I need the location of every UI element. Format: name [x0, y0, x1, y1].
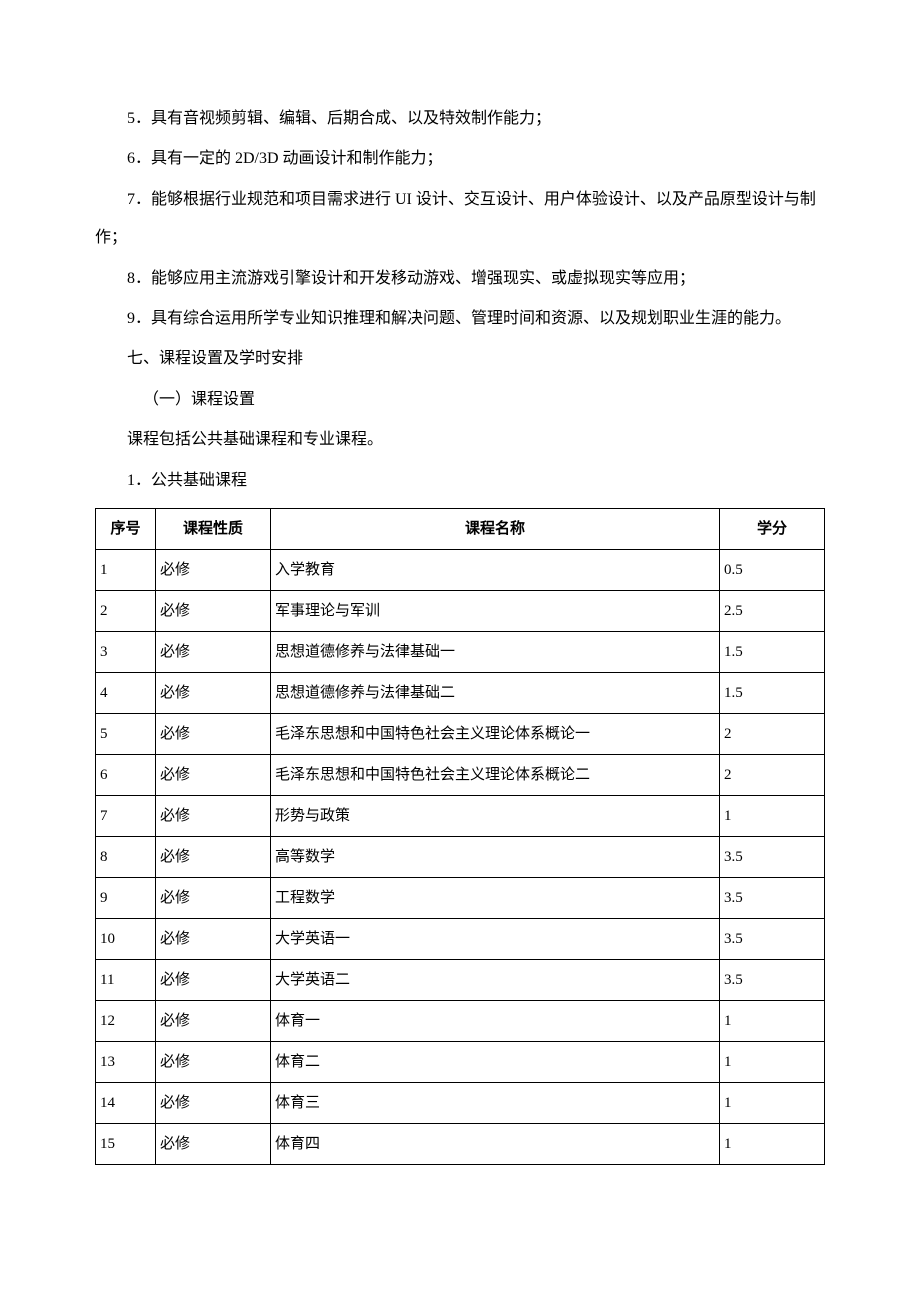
cell-type: 必修	[156, 1123, 271, 1164]
cell-type: 必修	[156, 1041, 271, 1082]
cell-name: 毛泽东思想和中国特色社会主义理论体系概论一	[271, 713, 720, 754]
cell-name: 思想道德修养与法律基础二	[271, 672, 720, 713]
cell-name: 高等数学	[271, 836, 720, 877]
cell-seq: 15	[96, 1123, 156, 1164]
table-row: 8 必修 高等数学 3.5	[96, 836, 825, 877]
table-row: 1 必修 入学教育 0.5	[96, 549, 825, 590]
cell-type: 必修	[156, 959, 271, 1000]
cell-seq: 6	[96, 754, 156, 795]
cell-seq: 1	[96, 549, 156, 590]
cell-seq: 7	[96, 795, 156, 836]
cell-name: 入学教育	[271, 549, 720, 590]
paragraph-item-6: 6．具有一定的 2D/3D 动画设计和制作能力；	[95, 140, 825, 178]
cell-seq: 9	[96, 877, 156, 918]
table-row: 10 必修 大学英语一 3.5	[96, 918, 825, 959]
cell-name: 形势与政策	[271, 795, 720, 836]
cell-type: 必修	[156, 631, 271, 672]
cell-seq: 5	[96, 713, 156, 754]
cell-credit: 1	[720, 1082, 825, 1123]
header-seq: 序号	[96, 508, 156, 549]
cell-seq: 13	[96, 1041, 156, 1082]
cell-credit: 1	[720, 795, 825, 836]
cell-name: 体育四	[271, 1123, 720, 1164]
table-row: 3 必修 思想道德修养与法律基础一 1.5	[96, 631, 825, 672]
course-table: 序号 课程性质 课程名称 学分 1 必修 入学教育 0.5 2 必修 军事理论与…	[95, 508, 825, 1165]
cell-seq: 10	[96, 918, 156, 959]
table-row: 12 必修 体育一 1	[96, 1000, 825, 1041]
table-row: 13 必修 体育二 1	[96, 1041, 825, 1082]
cell-credit: 1	[720, 1041, 825, 1082]
cell-credit: 2.5	[720, 590, 825, 631]
cell-credit: 0.5	[720, 549, 825, 590]
cell-type: 必修	[156, 754, 271, 795]
cell-name: 工程数学	[271, 877, 720, 918]
cell-seq: 3	[96, 631, 156, 672]
cell-type: 必修	[156, 1082, 271, 1123]
sub-heading-1: （一）课程设置	[95, 381, 825, 419]
cell-name: 大学英语二	[271, 959, 720, 1000]
cell-type: 必修	[156, 713, 271, 754]
cell-credit: 1	[720, 1000, 825, 1041]
cell-credit: 1.5	[720, 631, 825, 672]
paragraph-item-8: 8．能够应用主流游戏引擎设计和开发移动游戏、增强现实、或虚拟现实等应用；	[95, 260, 825, 298]
table-row: 9 必修 工程数学 3.5	[96, 877, 825, 918]
cell-credit: 3.5	[720, 959, 825, 1000]
cell-seq: 4	[96, 672, 156, 713]
cell-seq: 14	[96, 1082, 156, 1123]
header-type: 课程性质	[156, 508, 271, 549]
course-description: 课程包括公共基础课程和专业课程。	[95, 421, 825, 459]
cell-type: 必修	[156, 672, 271, 713]
cell-type: 必修	[156, 918, 271, 959]
cell-credit: 1	[720, 1123, 825, 1164]
table-row: 2 必修 军事理论与军训 2.5	[96, 590, 825, 631]
table-body: 1 必修 入学教育 0.5 2 必修 军事理论与军训 2.5 3 必修 思想道德…	[96, 549, 825, 1164]
cell-type: 必修	[156, 836, 271, 877]
table-row: 7 必修 形势与政策 1	[96, 795, 825, 836]
cell-seq: 8	[96, 836, 156, 877]
cell-name: 体育三	[271, 1082, 720, 1123]
cell-type: 必修	[156, 795, 271, 836]
table-row: 11 必修 大学英语二 3.5	[96, 959, 825, 1000]
table-row: 6 必修 毛泽东思想和中国特色社会主义理论体系概论二 2	[96, 754, 825, 795]
cell-credit: 1.5	[720, 672, 825, 713]
section-heading-7: 七、课程设置及学时安排	[95, 340, 825, 378]
sub-numbered-1: 1．公共基础课程	[95, 462, 825, 500]
cell-credit: 3.5	[720, 836, 825, 877]
cell-credit: 2	[720, 754, 825, 795]
cell-name: 毛泽东思想和中国特色社会主义理论体系概论二	[271, 754, 720, 795]
cell-type: 必修	[156, 1000, 271, 1041]
cell-credit: 2	[720, 713, 825, 754]
cell-type: 必修	[156, 877, 271, 918]
table-row: 5 必修 毛泽东思想和中国特色社会主义理论体系概论一 2	[96, 713, 825, 754]
table-row: 15 必修 体育四 1	[96, 1123, 825, 1164]
cell-type: 必修	[156, 590, 271, 631]
header-credit: 学分	[720, 508, 825, 549]
table-row: 14 必修 体育三 1	[96, 1082, 825, 1123]
cell-seq: 12	[96, 1000, 156, 1041]
table-header-row: 序号 课程性质 课程名称 学分	[96, 508, 825, 549]
cell-name: 大学英语一	[271, 918, 720, 959]
cell-name: 思想道德修养与法律基础一	[271, 631, 720, 672]
cell-name: 军事理论与军训	[271, 590, 720, 631]
table-row: 4 必修 思想道德修养与法律基础二 1.5	[96, 672, 825, 713]
cell-credit: 3.5	[720, 877, 825, 918]
cell-name: 体育一	[271, 1000, 720, 1041]
header-name: 课程名称	[271, 508, 720, 549]
cell-type: 必修	[156, 549, 271, 590]
paragraph-item-7: 7．能够根据行业规范和项目需求进行 UI 设计、交互设计、用户体验设计、以及产品…	[95, 181, 825, 258]
paragraph-item-5: 5．具有音视频剪辑、编辑、后期合成、以及特效制作能力；	[95, 100, 825, 138]
paragraph-item-9: 9．具有综合运用所学专业知识推理和解决问题、管理时间和资源、以及规划职业生涯的能…	[95, 300, 825, 338]
cell-seq: 11	[96, 959, 156, 1000]
cell-seq: 2	[96, 590, 156, 631]
cell-credit: 3.5	[720, 918, 825, 959]
cell-name: 体育二	[271, 1041, 720, 1082]
